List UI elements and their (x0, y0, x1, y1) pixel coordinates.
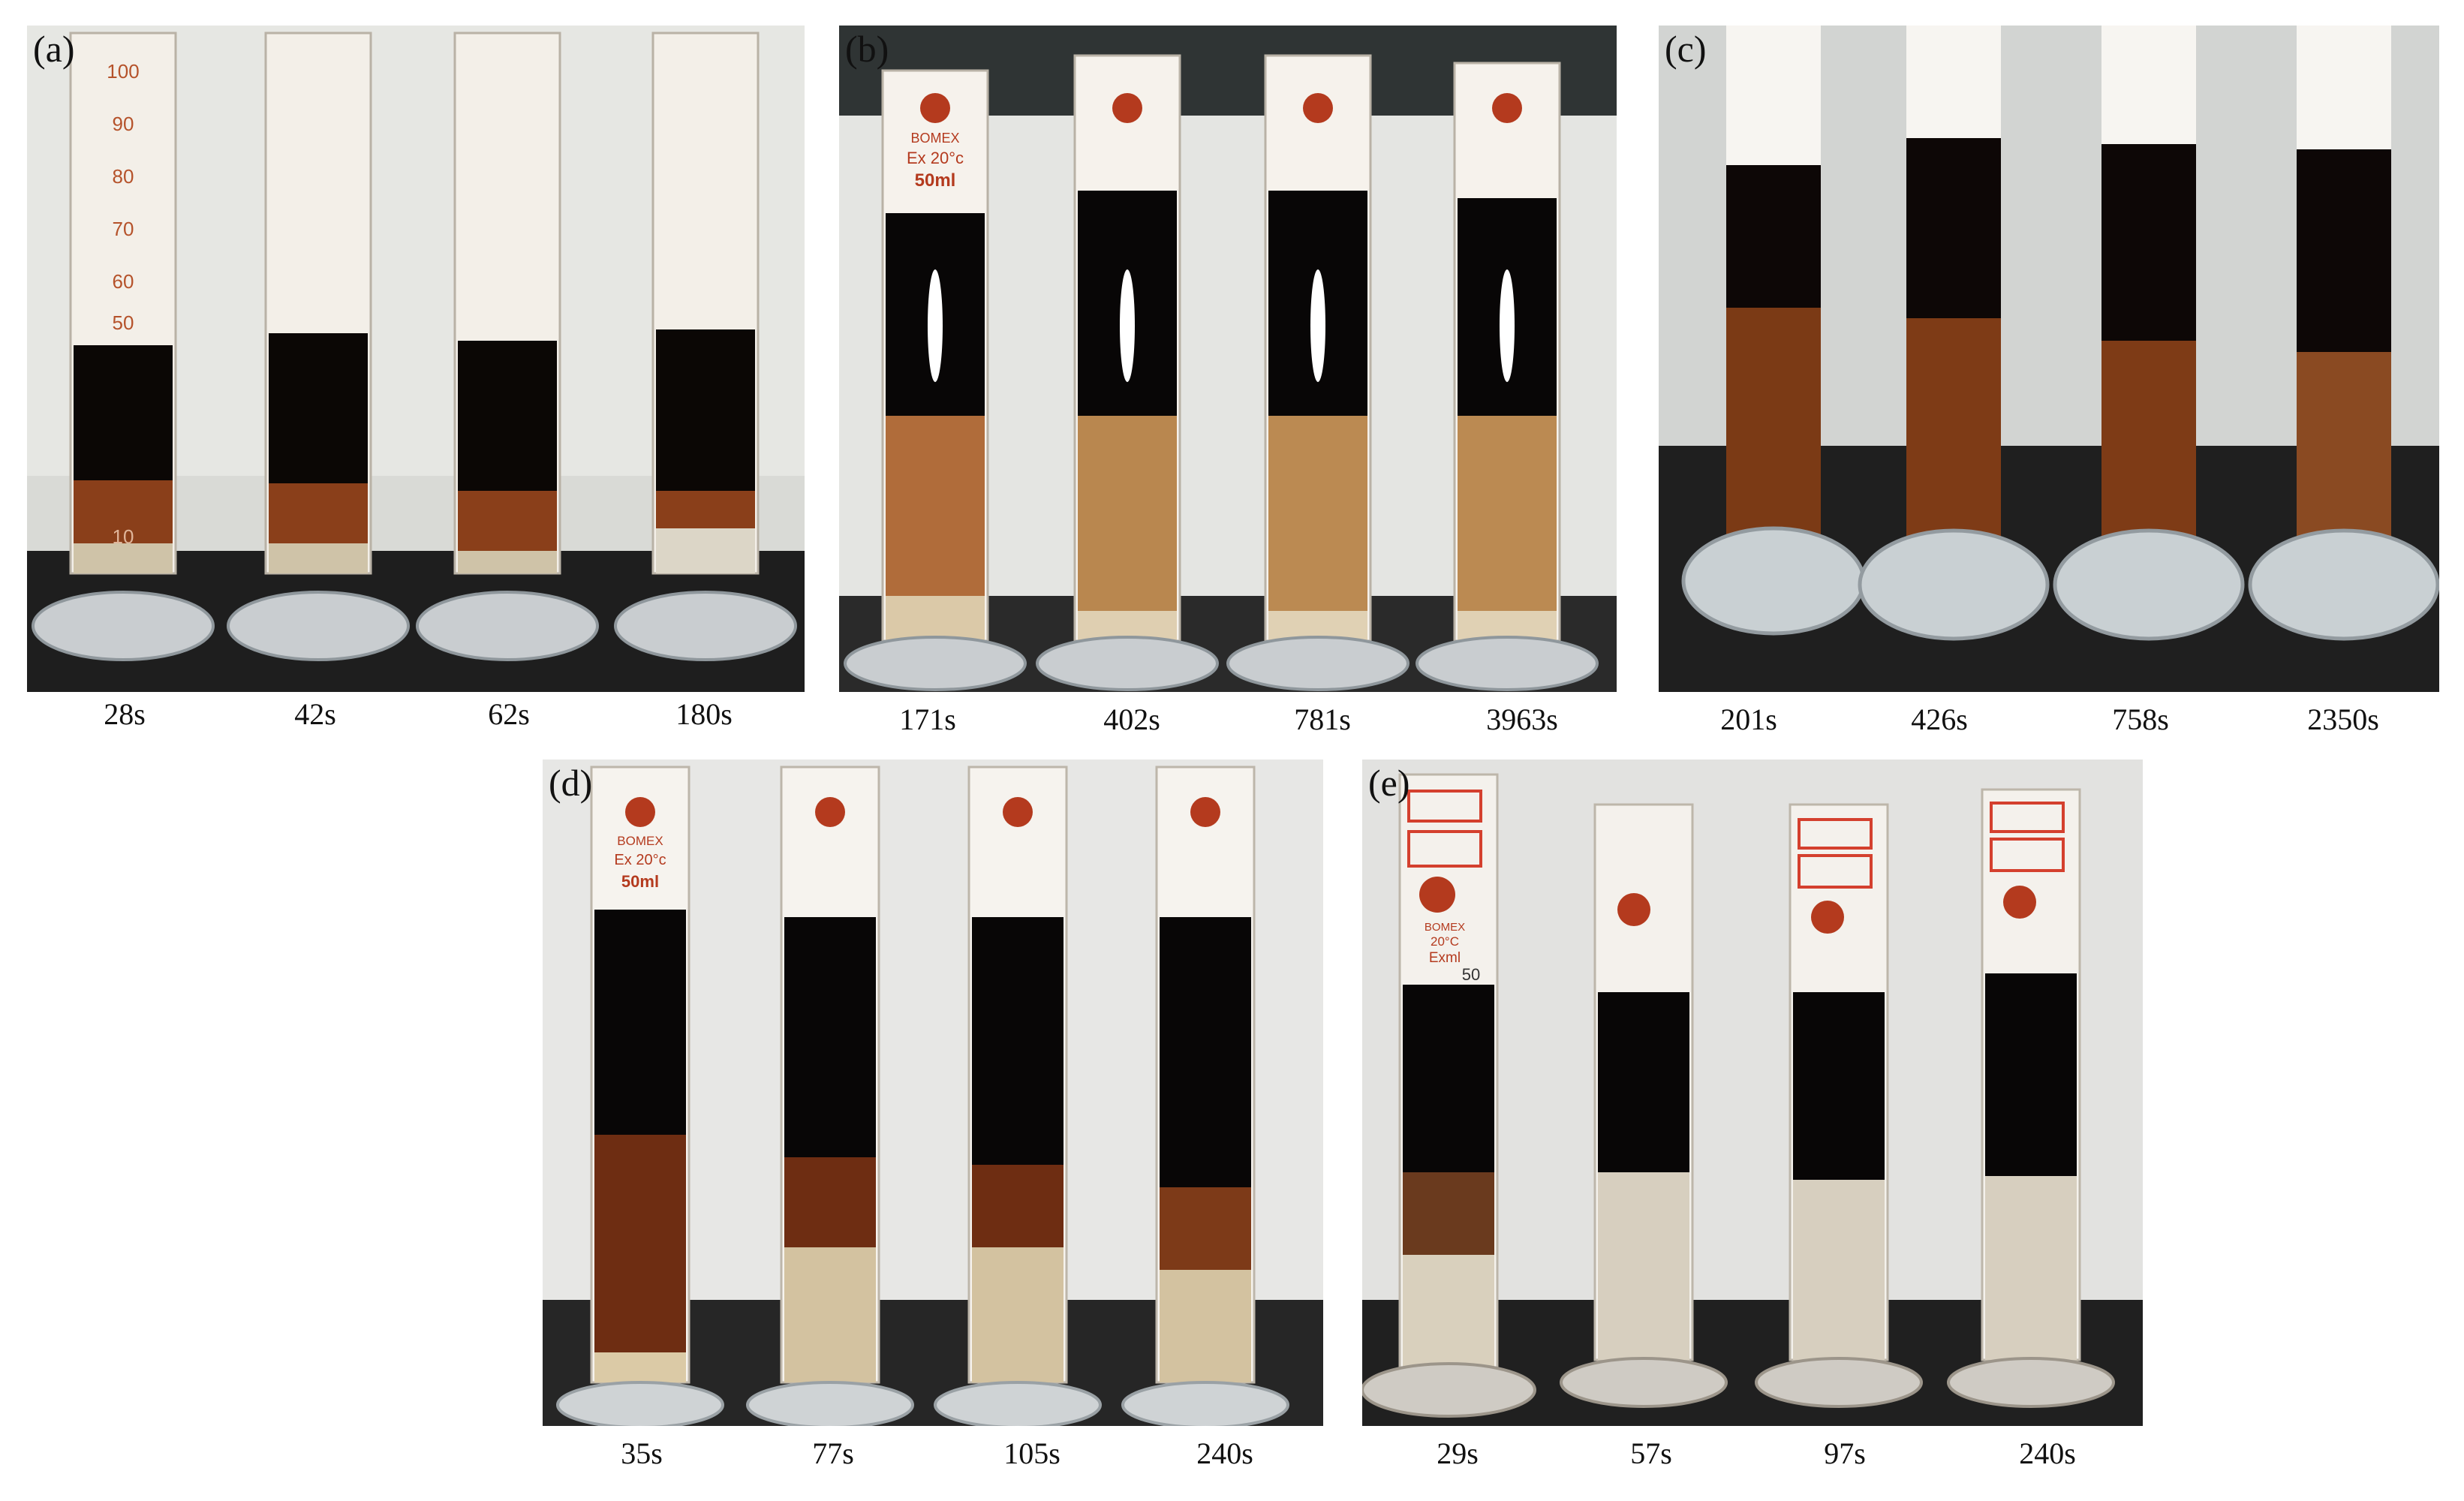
brand-name-d1: BOMEX (617, 834, 663, 848)
grad-50-e1: 50 (1462, 965, 1480, 984)
brand-name-e1: BOMEX (1425, 921, 1465, 934)
cylinder-e2 (1560, 803, 1728, 1408)
cylinder-d2 (746, 766, 914, 1426)
unit-mark-e1: Exml (1429, 950, 1461, 966)
panel-b-photo: BOMEX Ex 20°c 50ml (839, 26, 1617, 692)
temp-mark-d1: Ex 20°c (614, 852, 666, 868)
caption-a1: 28s (104, 697, 146, 731)
cylinder-b4 (1416, 62, 1599, 691)
caption-c3: 758s (2112, 702, 2169, 736)
grad-70: 70 (113, 218, 134, 240)
panel-d-photo: BOMEX Ex 20°c 50ml (543, 760, 1323, 1426)
caption-b2: 402s (1103, 702, 1160, 736)
panel-a-photo: 100 90 80 70 60 50 10 (27, 26, 805, 692)
cylinder-b1: BOMEX Ex 20°c 50ml (844, 69, 1027, 691)
temp-mark-e1: 20°C (1431, 934, 1459, 949)
grad-100: 100 (107, 60, 139, 83)
grad-10: 10 (113, 525, 134, 548)
caption-d2: 77s (812, 1436, 854, 1470)
panel-c-label: (c) (1665, 28, 1707, 70)
caption-b1: 171s (899, 702, 956, 736)
cylinder-d1: BOMEX Ex 20°c 50ml (556, 766, 724, 1426)
caption-a4: 180s (675, 697, 733, 731)
cylinder-e1: BOMEX 20°C Exml 50 (1362, 773, 1536, 1418)
caption-a2: 42s (294, 697, 336, 731)
cylinder-a2 (227, 32, 410, 661)
caption-d1: 35s (621, 1436, 663, 1470)
panel-d-label: (d) (549, 762, 593, 804)
panel-e-label: (e) (1368, 762, 1410, 804)
cylinder-d3 (934, 766, 1102, 1426)
cylinder-c4 (2248, 26, 2439, 641)
panel-e-photo: BOMEX 20°C Exml 50 (1362, 760, 2143, 1426)
cylinder-b2 (1036, 54, 1219, 691)
grad-60: 60 (113, 270, 134, 293)
caption-b3: 781s (1294, 702, 1351, 736)
grad-50: 50 (113, 311, 134, 334)
caption-c1: 201s (1720, 702, 1777, 736)
cylinder-b3 (1226, 54, 1410, 691)
volume-mark-b1: 50ml (915, 170, 956, 191)
cylinder-a4 (614, 32, 797, 661)
grad-90: 90 (113, 113, 134, 135)
cylinder-e4 (1947, 788, 2115, 1408)
panel-e: (e) BOMEX 20°C Exml 50 (1362, 760, 2143, 1426)
cylinder-c1 (1681, 26, 1866, 636)
panel-c-photo (1659, 26, 2439, 692)
cylinder-c3 (2053, 26, 2245, 641)
brand-logo-d1 (625, 797, 655, 827)
panel-a: (a) 100 90 80 70 60 50 10 (27, 26, 805, 692)
caption-c4: 2350s (2307, 702, 2379, 736)
panel-a-label: (a) (33, 28, 75, 70)
panel-c: (c) (1659, 26, 2439, 692)
caption-c2: 426s (1911, 702, 1968, 736)
grad-80: 80 (113, 165, 134, 188)
caption-e4: 240s (2019, 1436, 2076, 1470)
cylinder-c2 (1858, 26, 2050, 641)
caption-d3: 105s (1003, 1436, 1061, 1470)
caption-e1: 29s (1437, 1436, 1479, 1470)
caption-b4: 3963s (1486, 702, 1558, 736)
brand-name-b1: BOMEX (910, 131, 959, 146)
caption-e2: 57s (1630, 1436, 1672, 1470)
panel-b-label: (b) (845, 28, 889, 70)
cylinder-a3 (416, 32, 599, 661)
panel-d: (d) BOMEX Ex 20°c 50ml (543, 760, 1323, 1426)
cylinder-d4 (1121, 766, 1289, 1426)
temp-mark-b1: Ex 20°c (907, 149, 964, 167)
caption-d4: 240s (1196, 1436, 1253, 1470)
volume-mark-d1: 50ml (621, 872, 659, 891)
caption-a3: 62s (488, 697, 530, 731)
panel-b: (b) BOMEX Ex 20°c 50ml (839, 26, 1617, 692)
caption-e3: 97s (1824, 1436, 1866, 1470)
cylinder-a1: 100 90 80 70 60 50 10 (32, 32, 215, 661)
brand-logo-e1 (1419, 877, 1455, 913)
brand-logo-b1 (920, 93, 950, 123)
cylinder-e3 (1755, 803, 1923, 1408)
